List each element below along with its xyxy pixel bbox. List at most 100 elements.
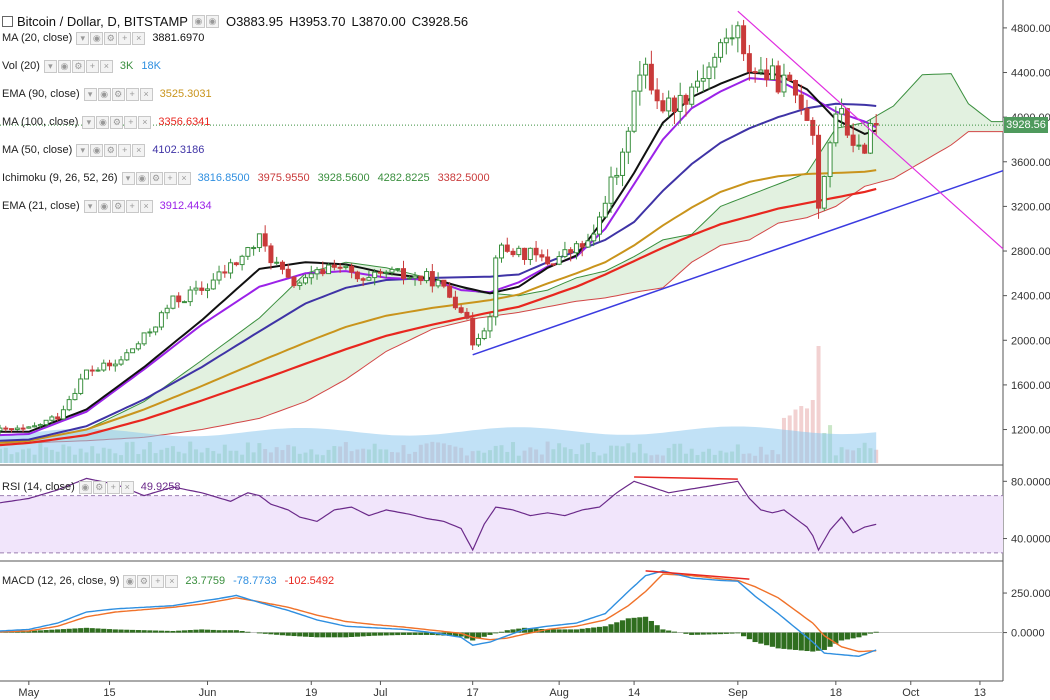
- macd-histogram-bar: [758, 632, 764, 644]
- macd-histogram-bar: [683, 632, 689, 634]
- legend-controls[interactable]: ▾ ◉ ⚙ + ×: [43, 59, 114, 73]
- macd-hist-value: 23.7759: [185, 575, 226, 587]
- candle-body: [487, 316, 493, 332]
- price-tick-label: 2400.00: [1011, 291, 1050, 303]
- legend-name: EMA (90, close): [2, 88, 80, 100]
- legend-value: 3975.9550: [257, 172, 310, 184]
- candle-body: [545, 256, 551, 265]
- rsi-legend: RSI (14, close) ◉ ⚙ + × 49.9258: [2, 478, 189, 496]
- collapse-icon[interactable]: [2, 15, 13, 27]
- candle-body: [37, 424, 43, 427]
- macd-histogram-bar: [550, 629, 556, 633]
- candle-body: [331, 264, 337, 268]
- macd-histogram-bar: [222, 630, 228, 633]
- macd-histogram-bar: [89, 628, 95, 633]
- macd-histogram-bar: [43, 630, 49, 633]
- time-tick-label: May: [18, 687, 39, 699]
- price-tick-label: 3200.00: [1011, 201, 1050, 213]
- candle-body: [527, 247, 533, 260]
- candle-body: [153, 326, 159, 333]
- ichimoku-span-b: [0, 131, 1003, 444]
- candle-body: [504, 244, 510, 252]
- legend-controls[interactable]: ▾ ◉ ⚙ + ×: [83, 199, 154, 213]
- legend-controls[interactable]: ▾ ◉ ⚙ + ×: [82, 115, 152, 129]
- price-tick-label: 1200.00: [1011, 425, 1050, 437]
- legend-controls[interactable]: ▾ ◉ ⚙ + ×: [76, 31, 146, 45]
- candle-body: [804, 108, 810, 121]
- macd-histogram-bar: [383, 632, 389, 636]
- candle-body: [752, 71, 758, 74]
- macd-histogram-bar: [106, 629, 113, 633]
- macd-histogram-bar: [792, 632, 799, 650]
- rsi-controls[interactable]: ◉ ⚙ + ×: [78, 480, 135, 494]
- legend-controls[interactable]: ▾ ◉ ⚙ + ×: [83, 87, 154, 101]
- time-tick-label: 18: [830, 687, 842, 699]
- candle-body: [839, 108, 845, 115]
- candle-body: [741, 25, 747, 55]
- candle-body: [694, 80, 700, 88]
- macd-histogram-bar: [521, 627, 528, 633]
- candle-body: [671, 97, 677, 112]
- candle-body: [406, 277, 412, 280]
- legend-controls[interactable]: ▾ ◉ ⚙ + ×: [121, 171, 192, 185]
- macd-histogram-bar: [498, 631, 505, 633]
- candle-body: [170, 295, 176, 309]
- macd-histogram-bar: [279, 632, 286, 636]
- price-tick-label: 1600.00: [1011, 380, 1050, 392]
- legend-value: 3881.6970: [152, 32, 205, 44]
- macd-histogram-bar: [562, 629, 568, 633]
- legend-controls[interactable]: ▾ ◉ ⚙ + ×: [76, 143, 146, 157]
- candle-body: [32, 425, 38, 428]
- candle-body: [112, 363, 118, 367]
- candle-body: [118, 359, 124, 365]
- macd-histogram-bar: [285, 632, 291, 636]
- candle-body: [637, 74, 643, 92]
- candle-body: [729, 37, 735, 40]
- candle-body: [850, 134, 856, 146]
- candle-body: [516, 247, 522, 256]
- candle-body: [158, 312, 164, 328]
- legend-value: 3356.6341: [158, 116, 211, 128]
- candle-body: [706, 66, 712, 80]
- macd-histogram-bar: [227, 630, 234, 633]
- candle-body: [833, 113, 839, 144]
- macd-controls[interactable]: ◉ ⚙ + ×: [123, 574, 179, 588]
- macd-histogram-bar: [204, 629, 211, 633]
- macd-histogram-bar: [49, 629, 55, 633]
- candle-body: [792, 80, 798, 96]
- candle-body: [107, 362, 113, 367]
- candle-body: [441, 279, 447, 287]
- macd-histogram-bar: [153, 630, 159, 633]
- support-trendline: [472, 169, 1004, 356]
- legend-row: EMA (21, close) ▾ ◉ ⚙ + × 3912.4434: [2, 197, 220, 215]
- macd-histogram-bar: [354, 632, 360, 637]
- candle-body: [135, 343, 141, 350]
- rsi-tick-label: 80.0000: [1011, 476, 1050, 488]
- candle-body: [827, 142, 833, 177]
- candle-body: [326, 264, 332, 275]
- candle-body: [14, 427, 20, 431]
- macd-histogram-bar: [262, 632, 268, 634]
- macd-histogram-bar: [579, 628, 585, 633]
- macd-histogram-bar: [26, 630, 32, 633]
- candle-body: [562, 249, 568, 258]
- macd-histogram-bar: [671, 631, 678, 633]
- candle-body: [72, 392, 78, 401]
- header-controls[interactable]: ◉ ◉: [191, 14, 220, 28]
- macd-histogram-bar: [764, 632, 770, 646]
- macd-histogram-bar: [660, 629, 666, 633]
- legend-row: MA (20, close) ▾ ◉ ⚙ + × 3881.6970: [2, 29, 212, 47]
- macd-histogram-bar: [573, 629, 580, 633]
- candle-body: [147, 331, 153, 334]
- open-value: O3883.95: [225, 13, 284, 29]
- rsi-line: [0, 477, 877, 552]
- candle-body: [55, 416, 61, 420]
- macd-histogram-bar: [873, 631, 879, 633]
- macd-histogram-bar: [245, 631, 251, 633]
- macd-histogram-bar: [78, 628, 84, 633]
- candle-body: [781, 74, 787, 93]
- macd-histogram-bar: [101, 628, 107, 633]
- legend-name: Ichimoku (9, 26, 52, 26): [2, 172, 118, 184]
